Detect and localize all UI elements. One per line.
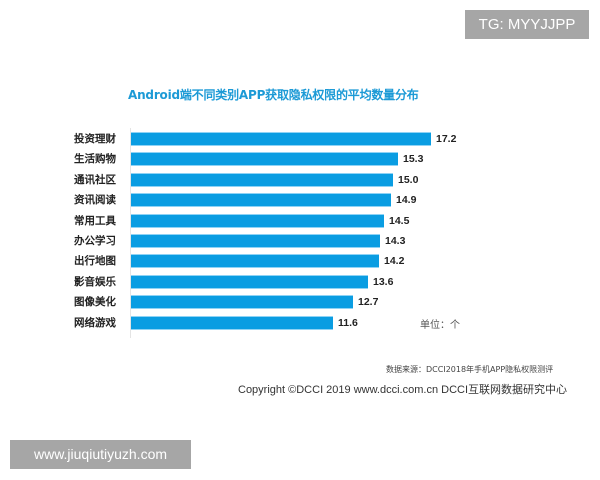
chart-title: Android端不同类别APP获取隐私权限的平均数量分布 [128, 88, 419, 102]
value-label: 14.9 [396, 194, 417, 206]
bar [131, 173, 393, 187]
copyright: Copyright ©DCCI 2019 www.dcci.com.cn DCC… [238, 384, 568, 396]
value-label: 14.5 [389, 215, 410, 227]
value-label: 15.0 [398, 174, 419, 186]
bar [131, 295, 353, 309]
value-label: 17.2 [436, 133, 457, 145]
value-label: 11.6 [338, 317, 358, 329]
bar [131, 214, 384, 228]
category-label: 影音娱乐 [74, 276, 116, 288]
bar [131, 234, 380, 248]
bar [131, 316, 333, 330]
value-label: 12.7 [358, 296, 379, 308]
category-label: 办公学习 [74, 235, 116, 247]
category-label: 出行地图 [74, 255, 116, 267]
category-label: 网络游戏 [74, 317, 116, 329]
category-axis [130, 128, 131, 338]
data-source: 数据来源：DCCI2018年手机APP隐私权限测评 [386, 365, 554, 374]
watermark-bottom: www.jiuqiutiyuzh.com [10, 440, 191, 469]
value-label: 14.3 [385, 235, 406, 247]
bar [131, 275, 368, 289]
bar [131, 152, 398, 166]
bar [131, 132, 431, 146]
watermark-top: TG: MYYJJPP [465, 10, 589, 39]
category-label: 图像美化 [74, 296, 116, 308]
bar [131, 254, 379, 268]
category-label: 资讯阅读 [74, 194, 116, 206]
bar [131, 193, 391, 207]
value-label: 15.3 [403, 153, 424, 165]
value-label: 13.6 [373, 276, 394, 288]
category-label: 常用工具 [74, 215, 116, 227]
category-label: 通讯社区 [74, 174, 116, 186]
value-label: 14.2 [384, 255, 405, 267]
unit-label: 单位：个 [420, 320, 460, 331]
category-label: 投资理财 [74, 133, 116, 145]
category-label: 生活购物 [74, 153, 116, 165]
